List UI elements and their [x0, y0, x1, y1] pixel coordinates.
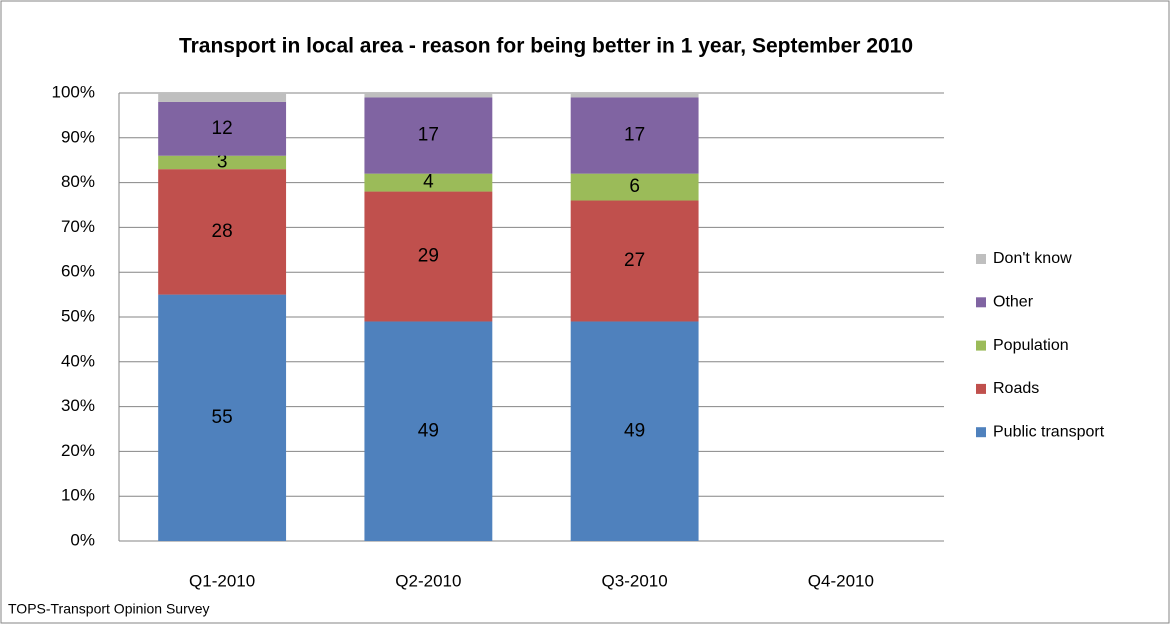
- x-tick-label: Q1-2010: [189, 571, 255, 590]
- y-tick-label: 10%: [61, 486, 95, 505]
- chart-title: Transport in local area - reason for bei…: [179, 35, 913, 58]
- data-label: 6: [629, 176, 640, 197]
- bar-segment: [158, 169, 287, 295]
- legend-label: Public transport: [993, 423, 1105, 440]
- bar-segment: [364, 191, 493, 322]
- y-tick-label: 0%: [70, 530, 95, 549]
- source-note: TOPS-Transport Opinion Survey: [8, 601, 210, 617]
- data-label: 55: [212, 407, 233, 428]
- y-tick-label: 80%: [61, 172, 95, 191]
- bar-segment: [158, 93, 287, 102]
- bar-segment: [158, 155, 287, 170]
- y-tick-label: 70%: [61, 217, 95, 236]
- data-label: 49: [418, 420, 439, 441]
- legend-label: Population: [993, 337, 1069, 354]
- bar-segment: [570, 200, 699, 322]
- y-tick-label: 30%: [61, 396, 95, 415]
- x-tick-label: Q2-2010: [395, 571, 461, 590]
- y-tick-label: 40%: [61, 351, 95, 370]
- bar-segment: [570, 93, 699, 98]
- legend-label: Other: [993, 294, 1034, 311]
- legend-swatch: [976, 383, 986, 394]
- data-label: 17: [624, 125, 645, 146]
- bar-segment: [364, 93, 493, 98]
- y-tick-label: 90%: [61, 127, 95, 146]
- bar-segment: [364, 321, 493, 541]
- x-tick-label: Q4-2010: [808, 571, 874, 590]
- data-label: 27: [624, 250, 645, 271]
- legend-swatch: [976, 340, 986, 351]
- x-tick-label: Q3-2010: [602, 571, 668, 590]
- data-label: 17: [418, 125, 439, 146]
- bar-segment: [364, 173, 493, 192]
- y-tick-label: 20%: [61, 441, 95, 460]
- data-label: 4: [423, 172, 434, 193]
- legend-label: Roads: [993, 380, 1039, 397]
- y-tick-label: 60%: [61, 262, 95, 281]
- bar-segment: [570, 97, 699, 174]
- data-label: 49: [624, 420, 645, 441]
- legend-swatch: [976, 297, 986, 308]
- bar-segment: [570, 321, 699, 541]
- legend-swatch: [976, 254, 986, 264]
- y-tick-label: 100%: [52, 82, 95, 101]
- data-label: 12: [212, 118, 233, 139]
- bar-segment: [158, 101, 287, 156]
- legend-swatch: [976, 427, 986, 438]
- data-label: 28: [212, 221, 233, 242]
- data-label: 29: [418, 246, 439, 267]
- bar-segment: [570, 173, 699, 201]
- bar-segment: [364, 97, 493, 174]
- y-tick-label: 50%: [61, 306, 95, 325]
- bar-segment: [158, 294, 287, 541]
- data-label: 3: [217, 151, 228, 172]
- legend-label: Don't know: [993, 250, 1072, 267]
